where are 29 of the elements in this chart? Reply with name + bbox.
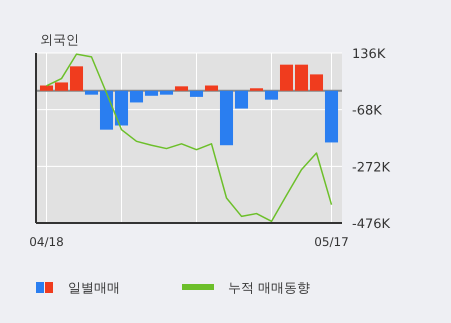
bar — [264, 90, 278, 100]
bar — [220, 90, 234, 146]
bar — [40, 86, 54, 91]
y-tick-label: -68K — [352, 104, 382, 119]
bar — [160, 90, 174, 95]
bar — [190, 90, 204, 97]
y-tick-label: -272K — [352, 160, 391, 176]
bar — [54, 82, 68, 91]
x-tick-label: 05/17 — [314, 235, 349, 249]
bar — [114, 90, 128, 126]
bar — [84, 90, 98, 95]
bar — [294, 64, 308, 91]
bar — [250, 88, 264, 91]
bar — [100, 90, 114, 130]
y-tick-label: -476K — [352, 217, 391, 232]
bar — [130, 90, 144, 102]
chart-title: 외국인 — [40, 33, 79, 48]
bar — [70, 66, 84, 91]
legend-label: 일별매매 — [68, 281, 120, 296]
y-tick-label: 136K — [352, 47, 386, 62]
bar — [174, 86, 188, 91]
x-tick-label: 04/18 — [29, 235, 64, 249]
bar — [204, 86, 218, 91]
bar — [310, 74, 324, 91]
bar — [144, 90, 158, 96]
bar — [280, 64, 294, 91]
bar — [234, 90, 248, 109]
bar — [324, 90, 338, 142]
legend-label: 누적 매매동향 — [228, 281, 310, 296]
